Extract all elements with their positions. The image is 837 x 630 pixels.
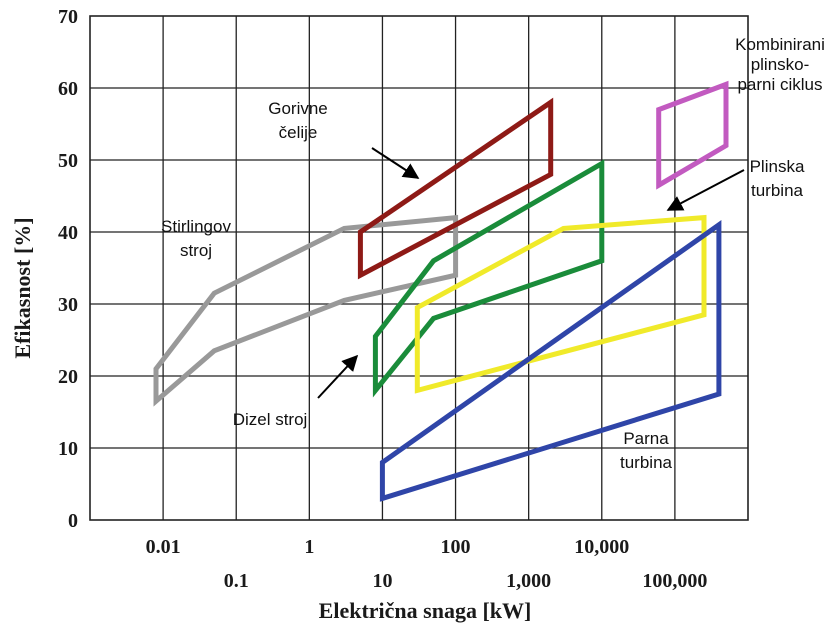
y-axis-title: Efikasnost [%] xyxy=(10,217,35,358)
annotation-plinska: Plinska xyxy=(750,157,805,176)
y-tick-label: 50 xyxy=(58,150,78,172)
annotation-gorivne: Gorivne xyxy=(268,99,328,118)
grid-lines xyxy=(89,15,749,521)
x-tick-label: 0.01 xyxy=(146,536,181,558)
x-axis-title: Električna snaga [kW] xyxy=(319,598,532,623)
annotation-parna: Parna xyxy=(623,429,669,448)
x-tick-label: 100,000 xyxy=(642,570,707,592)
x-tick-label: 0.1 xyxy=(224,570,249,592)
y-tick-label: 0 xyxy=(68,510,78,532)
x-tick-labels: 0.01 1 100 10,000 0.1 10 1,000 100,000 xyxy=(146,536,708,592)
annotation-labels: Stirlingov stroj Gorivne čelije Dizel stroj P… xyxy=(161,35,825,472)
y-tick-label: 30 xyxy=(58,294,78,316)
annotation-kombinirani: plinsko- xyxy=(751,55,810,74)
arrow-layer xyxy=(317,147,745,399)
annotation-kombinirani: parni ciklus xyxy=(737,75,822,94)
y-tick-label: 60 xyxy=(58,78,78,100)
series-polygon-3 xyxy=(414,214,707,394)
annotation-gorivne: čelije xyxy=(279,123,318,142)
annotation-stirling: stroj xyxy=(180,241,212,260)
series-polygon-2 xyxy=(372,159,605,398)
y-tick-label: 70 xyxy=(58,6,78,28)
x-tick-label: 10,000 xyxy=(574,536,629,558)
series-layer xyxy=(153,80,729,502)
annotation-dizel: Dizel stroj xyxy=(233,410,308,429)
series-polygon-0 xyxy=(153,214,459,407)
annotation-kombinirani: Kombinirani xyxy=(735,35,825,54)
y-tick-label: 20 xyxy=(58,366,78,388)
y-tick-label: 10 xyxy=(58,438,78,460)
leader-arrow xyxy=(371,147,420,179)
series-polygon-4 xyxy=(379,219,722,502)
x-tick-label: 10 xyxy=(372,570,392,592)
annotation-stirling: Stirlingov xyxy=(161,217,231,236)
x-tick-label: 1,000 xyxy=(506,570,551,592)
leader-arrow xyxy=(317,354,359,399)
series-polygon-5 xyxy=(656,80,729,190)
series-polygon-1 xyxy=(357,97,554,280)
x-tick-label: 100 xyxy=(441,536,471,558)
leader-arrow xyxy=(666,169,745,211)
x-tick-label: 1 xyxy=(304,536,314,558)
annotation-plinska: turbina xyxy=(751,181,804,200)
annotation-parna: turbina xyxy=(620,453,673,472)
y-tick-labels: 0 10 20 30 40 50 60 70 xyxy=(58,6,78,532)
y-tick-label: 40 xyxy=(58,222,78,244)
plot-frame xyxy=(89,15,749,521)
